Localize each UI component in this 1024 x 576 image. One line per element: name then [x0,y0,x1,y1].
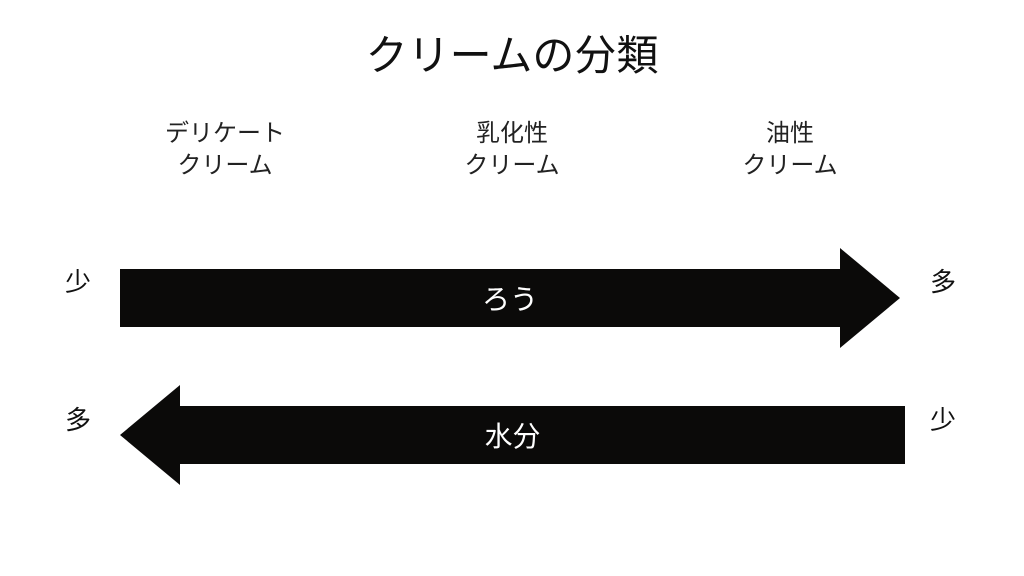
category-oil: 油性 クリーム [690,118,890,183]
category-line2: クリーム [412,150,612,182]
wax-arrow: ろう [120,248,900,348]
arrow2-left-label: 多 [65,400,91,437]
arrow1-left-label: 少 [65,262,91,299]
category-line2: クリーム [125,150,325,182]
water-arrow: 水分 [120,385,905,485]
category-line2: クリーム [690,150,890,182]
category-line1: 乳化性 [412,118,612,150]
category-line1: 油性 [690,118,890,150]
category-delicate: デリケート クリーム [125,118,325,183]
arrow1-right-label: 多 [930,262,956,299]
category-line1: デリケート [125,118,325,150]
diagram-title: クリームの分類 [0,22,1024,83]
category-emulsion: 乳化性 クリーム [412,118,612,183]
arrow2-right-label: 少 [930,400,956,437]
